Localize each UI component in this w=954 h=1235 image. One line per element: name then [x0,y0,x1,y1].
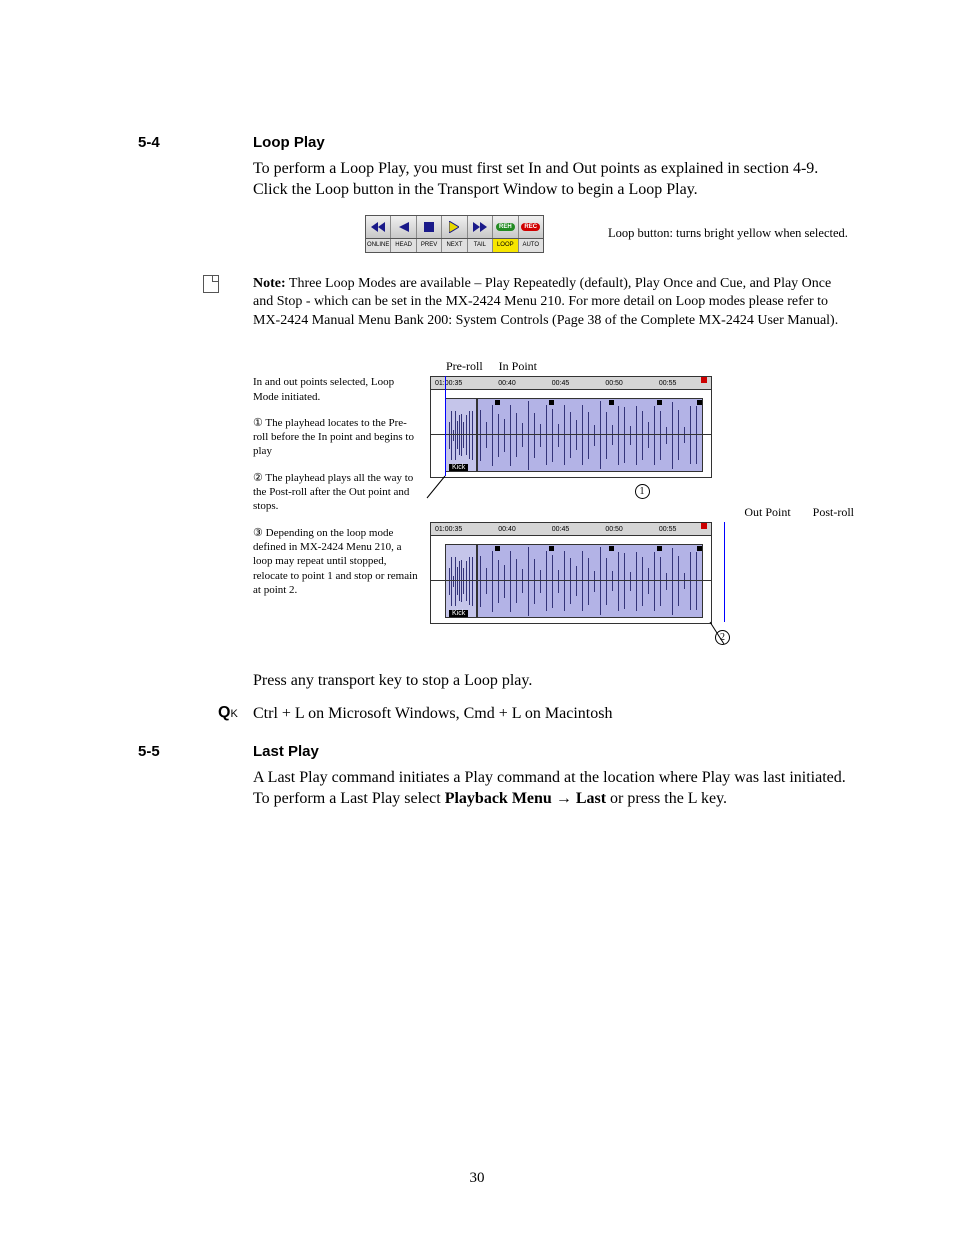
note-text: Note: Three Loop Modes are available – P… [253,275,854,332]
label-inpoint: In Point [499,359,537,374]
label-outpoint: Out Point [744,505,790,520]
note-body: Three Loop Modes are available – Play Re… [253,276,838,329]
diag-p2: The playhead plays all the way to the Po… [253,472,413,513]
label-postroll: Post-roll [813,505,854,520]
play-marker-top [445,376,446,476]
shortcut-q: Q [218,704,230,721]
rec-label: REC [521,223,540,231]
shortcut-text: Ctrl + L on Microsoft Windows, Cmd + L o… [253,704,612,725]
waveform-top: 01:00:3500:4000:4500:5000:55 Kick [430,376,712,478]
page-number: 30 [0,1170,954,1187]
diag-p1: The playhead locates to the Pre-roll bef… [253,417,414,458]
diag-p3: Depending on the loop mode defined in MX… [253,527,418,596]
loop-diagram: In and out points selected, Loop Mode in… [253,359,854,651]
stop-button[interactable] [417,216,442,238]
diag-intro: In and out points selected, Loop Mode in… [253,375,418,404]
wave-area-bottom [431,536,711,624]
reh-label: REH [496,223,515,231]
back-button[interactable] [391,216,416,238]
transport-bar: REH REC ONLINEHEADPREVNEXTTAILLOOPAUTO [365,215,544,253]
note-icon [203,275,219,293]
record-button[interactable]: REC [519,216,543,238]
kick-label-bottom: Kick [449,610,468,617]
shortcut-icon: QK [138,704,253,725]
diag-p3-num: ③ [253,527,263,539]
section-5-4-number: 5-4 [138,134,253,151]
transport-tab-head[interactable]: HEAD [391,239,416,252]
note-label: Note: [253,276,286,291]
diagram-side-text: In and out points selected, Loop Mode in… [253,359,418,651]
s55-b: or press the L key. [606,790,727,807]
label-preroll: Pre-roll [446,359,483,374]
transport-tab-next[interactable]: NEXT [442,239,467,252]
rehearse-button[interactable]: REH [493,216,518,238]
section-5-4-title: Loop Play [253,134,325,151]
play-button[interactable] [442,216,467,238]
transport-tab-prev[interactable]: PREV [417,239,442,252]
play-marker-bottom [724,522,725,622]
circ-1: 1 [635,484,650,499]
s55-bold: Playback Menu → Last [445,790,606,807]
fast-forward-button[interactable] [468,216,493,238]
press-key-text: Press any transport key to stop a Loop p… [253,671,854,692]
section-5-5-body: A Last Play command initiates a Play com… [253,768,854,810]
diag-p2-num: ② [253,472,263,484]
wave-area-top [431,390,711,478]
transport-figure: REH REC ONLINEHEADPREVNEXTTAILLOOPAUTO L… [253,215,854,253]
rewind-button[interactable] [366,216,391,238]
red-flag-bottom [701,523,707,529]
section-5-4-body: To perform a Loop Play, you must first s… [253,159,854,201]
ruler-bottom: 01:00:3500:4000:4500:5000:55 [431,523,711,536]
transport-tab-online[interactable]: ONLINE [366,239,391,252]
diag-p1-num: ① [253,417,263,429]
kick-label-top: Kick [449,464,468,471]
section-5-5-title: Last Play [253,743,319,760]
transport-tab-loop[interactable]: LOOP [493,239,518,252]
shortcut-k: K [230,708,237,720]
waveform-bottom: 01:00:3500:4000:4500:5000:55 Kick [430,522,712,624]
ruler-top: 01:00:3500:4000:4500:5000:55 [431,377,711,390]
transport-tabs: ONLINEHEADPREVNEXTTAILLOOPAUTO [366,239,543,252]
transport-tab-auto[interactable]: AUTO [519,239,543,252]
transport-caption: Loop button: turns bright yellow when se… [608,225,848,242]
section-5-5-number: 5-5 [138,743,253,760]
transport-tab-tail[interactable]: TAIL [468,239,493,252]
red-flag-top [701,377,707,383]
